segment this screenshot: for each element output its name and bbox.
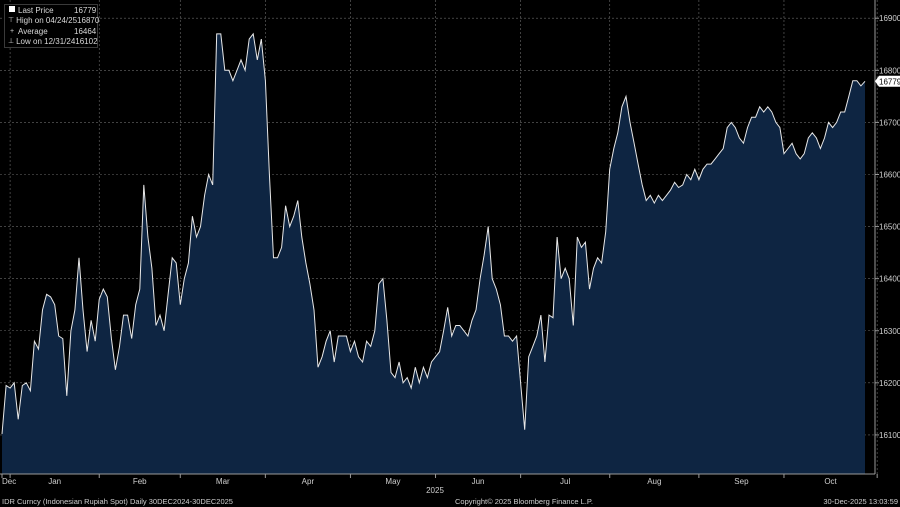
footer-copyright: Copyright© 2025 Bloomberg Finance L.P. — [455, 497, 593, 506]
x-tick-label: Jun — [472, 477, 485, 486]
y-tick-label: 16700 — [879, 118, 900, 127]
legend-value: 16870 — [77, 16, 100, 26]
legend-swatch — [8, 6, 16, 16]
legend-label: Low on 12/31/24 — [16, 37, 76, 47]
y-tick-label: 16200 — [879, 379, 900, 388]
legend-row-average: + Average 16464 — [8, 26, 97, 37]
legend-row-high: ⊤ High on 04/24/25 16870 — [8, 16, 100, 26]
last-price-box — [875, 75, 900, 87]
legend-box: Last Price 16779 ⊤ High on 04/24/25 1687… — [4, 4, 100, 48]
legend-row-low: ⊥ Low on 12/31/24 16102 — [8, 37, 98, 47]
price-line — [1, 32, 866, 434]
x-tick-label: Apr — [302, 477, 315, 486]
high-marker-icon: ⊤ — [8, 17, 15, 25]
price-area-fill — [2, 33, 865, 475]
x-tick-label: Oct — [824, 477, 837, 486]
x-axis-ticks: DecJanFebMarAprMayJunJulAugSepOctNovDec — [1, 474, 878, 486]
y-tick-label: 16300 — [879, 327, 900, 336]
legend-label: High on 04/24/25 — [16, 16, 78, 26]
x-tick-label: Feb — [133, 477, 147, 486]
legend-value: 16464 — [74, 26, 97, 36]
x-tick-label: Jan — [48, 477, 61, 486]
average-marker-icon: + — [9, 27, 15, 35]
y-tick-label: 16100 — [879, 431, 900, 440]
footer-ticker-description: IDR Curncy (Indonesian Rupiah Spot) Dail… — [2, 497, 233, 506]
x-tick-label: Aug — [647, 477, 661, 486]
legend-value: 16102 — [75, 37, 98, 47]
y-axis-ticks: 16100 16200 16300 16400 16500 16600 16700 16800… — [875, 14, 900, 440]
x-tick-label: Jul — [560, 477, 570, 486]
x-tick-label: Dec — [2, 477, 16, 486]
y-tick-label: 16600 — [879, 170, 900, 179]
x-tick-label: May — [385, 477, 400, 486]
last-price-marker: 16779 — [875, 75, 900, 87]
x-tick-label: Mar — [216, 477, 230, 486]
legend-row-last: Last Price 16779 — [8, 6, 97, 16]
x-tick-label: Sep — [734, 477, 749, 486]
low-marker-icon: ⊥ — [8, 38, 15, 46]
y-tick-label: 16400 — [879, 275, 900, 284]
year-label: 2025 — [426, 486, 444, 495]
last-price-label: 16779 — [879, 77, 900, 86]
y-tick-label: 16800 — [879, 66, 900, 75]
y-tick-label: 16900 — [879, 14, 900, 23]
legend-label: Last Price — [18, 6, 54, 15]
y-tick-label: 16500 — [879, 223, 900, 232]
legend-value: 16779 — [74, 6, 97, 15]
footer-timestamp: 30-Dec-2025 13:03:59 — [823, 497, 898, 506]
legend-label: Average — [18, 26, 48, 36]
